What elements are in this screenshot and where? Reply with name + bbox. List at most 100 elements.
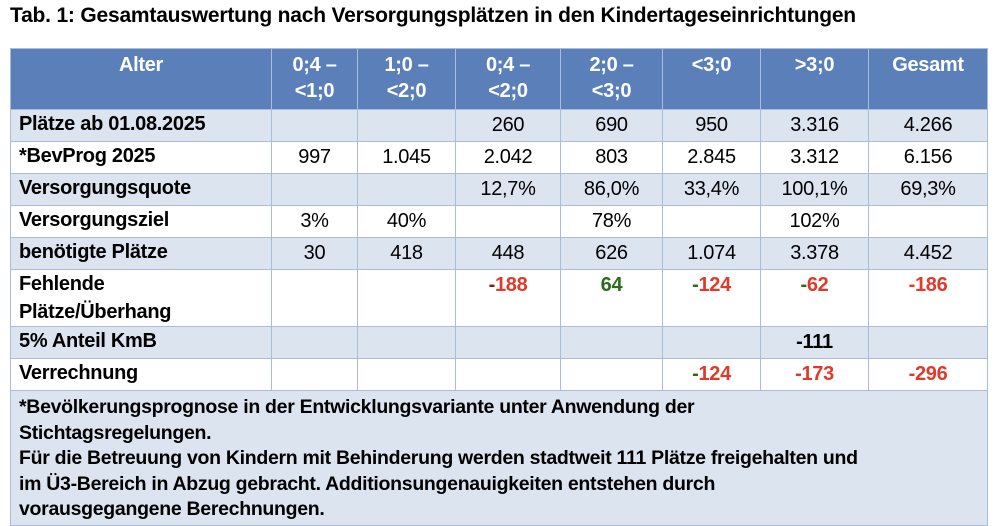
supply-table: Alter 0;4 – <1;0 1;0 – <2;0 0;4 – <2;0 2;0 –… <box>10 48 988 526</box>
table-cell <box>357 109 456 142</box>
table-cell: 6.156 <box>868 141 988 174</box>
table-cell: 12,7% <box>455 173 561 206</box>
column-header: >3;0 <box>760 48 869 110</box>
table-cell <box>662 326 761 359</box>
table-row: *BevProg 2025 997 1.045 2.042 803 2.845 3.312 6… <box>10 141 988 174</box>
table-row: benötigte Plätze 30 418 448 626 1.074 3.378 4.4… <box>10 237 988 270</box>
table-cell <box>662 205 761 238</box>
table-row: Fehlende Plätze/Überhang -188 64 -124 -62 -18… <box>10 269 988 327</box>
table-cell: 86,0% <box>560 173 663 206</box>
value-number: 111 <box>802 331 834 353</box>
footnote-row: *Bevölkerungsprognose in der Entwicklung… <box>10 390 988 526</box>
table-cell <box>868 205 988 238</box>
value-sign: - <box>692 363 699 385</box>
table-cell: -124 <box>662 358 761 391</box>
row-label: Plätze ab 01.08.2025 <box>10 109 272 142</box>
table-cell: 690 <box>560 109 663 142</box>
table-cell: -111 <box>760 326 869 359</box>
column-header: 1;0 – <2;0 <box>357 48 456 110</box>
table-row: Versorgungsziel 3% 40% 78% 102% <box>10 205 988 238</box>
table-cell <box>271 358 358 391</box>
row-label: Versorgungsquote <box>10 173 272 206</box>
footnote-line: *Bevölkerungsprognose in der Entwicklung… <box>19 396 695 418</box>
value-number: 64 <box>600 274 623 296</box>
value-sign: - <box>488 274 496 296</box>
table-cell: 69,3% <box>868 173 988 206</box>
table-cell: 950 <box>662 109 761 142</box>
table-row: Versorgungsquote 12,7% 86,0% 33,4% 100,1% 69,… <box>10 173 988 206</box>
table-cell <box>357 358 456 391</box>
table-cell: 418 <box>357 237 456 270</box>
column-header: Gesamt <box>868 48 988 110</box>
table-cell <box>455 205 561 238</box>
table-cell <box>357 269 456 327</box>
table-cell <box>357 326 456 359</box>
table-cell <box>271 109 358 142</box>
table-cell: 102% <box>760 205 869 238</box>
column-header: <3;0 <box>662 48 761 110</box>
table-cell: 40% <box>357 205 456 238</box>
table-cell: 4.266 <box>868 109 988 142</box>
table-row: Verrechnung -124 -173 -296 <box>10 358 988 391</box>
row-label: Versorgungsziel <box>10 205 272 238</box>
table-cell: -62 <box>760 269 869 327</box>
footnote-line: vorausgegangene Berechnungen. <box>19 498 325 520</box>
table-cell: 3.312 <box>760 141 869 174</box>
table-cell: 1.074 <box>662 237 761 270</box>
table-title: Tab. 1: Gesamtauswertung nach Versorgung… <box>10 4 856 27</box>
value-number: 296 <box>914 363 948 385</box>
value-sign: - <box>795 363 802 385</box>
table-cell <box>455 358 561 391</box>
value-number: 124 <box>698 274 731 296</box>
table-row: Plätze ab 01.08.2025 260 690 950 3.316 4.266 <box>10 109 988 142</box>
table-cell: 3.316 <box>760 109 869 142</box>
table-cell: 30 <box>271 237 358 270</box>
table-cell: 2.042 <box>455 141 561 174</box>
table-cell: -173 <box>760 358 869 391</box>
table-cell: -124 <box>662 269 761 327</box>
table-cell <box>271 269 358 327</box>
table-cell: 1.045 <box>357 141 456 174</box>
footnote-line: Für die Betreuung von Kindern mit Behind… <box>19 447 858 469</box>
value-number: 124 <box>698 363 731 385</box>
column-header: 0;4 – <1;0 <box>271 48 358 110</box>
table-cell: 33,4% <box>662 173 761 206</box>
table-cell <box>455 326 561 359</box>
table-cell <box>271 326 358 359</box>
value-number: 62 <box>806 274 829 296</box>
footnote-line: im Ü3-Bereich in Abzug gebracht. Additio… <box>19 472 716 495</box>
header-row: Alter 0;4 – <1;0 1;0 – <2;0 0;4 – <2;0 2;0 –… <box>10 48 988 110</box>
table-cell: 626 <box>560 237 663 270</box>
table-cell: 3% <box>271 205 358 238</box>
table-row: 5% Anteil KmB -111 <box>10 326 988 359</box>
table-cell: 3.378 <box>760 237 869 270</box>
value-number: 188 <box>494 274 528 296</box>
table-cell: -186 <box>868 269 988 327</box>
table-cell: 448 <box>455 237 561 270</box>
table-cell: -296 <box>868 358 988 391</box>
row-label: *BevProg 2025 <box>10 141 272 174</box>
table-cell <box>271 173 358 206</box>
table-cell: 260 <box>455 109 561 142</box>
value-number: 173 <box>801 363 834 385</box>
table-cell: 78% <box>560 205 663 238</box>
table-cell <box>560 326 663 359</box>
value-sign: - <box>800 274 807 296</box>
value-sign: - <box>692 274 699 296</box>
value-sign: - <box>796 331 803 353</box>
value-sign: - <box>908 274 916 296</box>
table-cell <box>560 358 663 391</box>
column-header: 0;4 – <2;0 <box>455 48 561 110</box>
table-cell: 803 <box>560 141 663 174</box>
column-header: Alter <box>10 48 272 110</box>
footnote: *Bevölkerungsprognose in der Entwicklung… <box>10 390 988 526</box>
value-sign: - <box>908 363 916 385</box>
table-cell: 2.845 <box>662 141 761 174</box>
row-label: Verrechnung <box>10 358 272 391</box>
table-cell <box>868 326 988 359</box>
table-cell: 4.452 <box>868 237 988 270</box>
row-label: benötigte Plätze <box>10 237 272 270</box>
value-number: 186 <box>914 274 948 296</box>
row-label: 5% Anteil KmB <box>10 326 272 359</box>
table-cell: 100,1% <box>760 173 869 206</box>
